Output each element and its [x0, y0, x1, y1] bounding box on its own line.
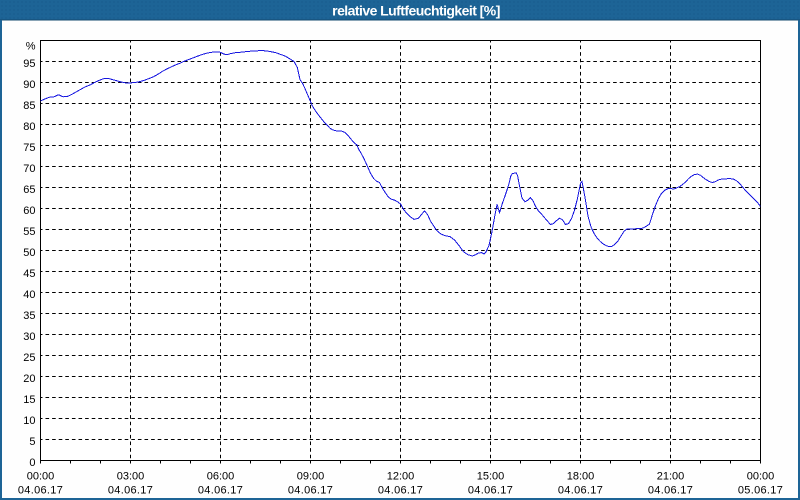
- svg-text:40: 40: [23, 289, 35, 301]
- svg-text:15: 15: [23, 394, 35, 406]
- svg-text:21:00: 21:00: [657, 470, 685, 482]
- svg-text:10: 10: [23, 415, 35, 427]
- svg-text:04.06.17: 04.06.17: [648, 484, 693, 496]
- svg-text:03:00: 03:00: [117, 470, 145, 482]
- svg-text:06:00: 06:00: [207, 470, 235, 482]
- svg-text:5: 5: [29, 436, 35, 448]
- svg-text:04.06.17: 04.06.17: [108, 484, 153, 496]
- svg-text:04.06.17: 04.06.17: [378, 484, 423, 496]
- svg-text:09:00: 09:00: [297, 470, 325, 482]
- svg-text:35: 35: [23, 310, 35, 322]
- svg-text:04.06.17: 04.06.17: [288, 484, 333, 496]
- svg-text:90: 90: [23, 79, 35, 91]
- svg-text:0: 0: [29, 457, 35, 469]
- svg-text:55: 55: [23, 226, 35, 238]
- svg-text:00:00: 00:00: [747, 470, 775, 482]
- svg-text:04.06.17: 04.06.17: [18, 484, 63, 496]
- svg-text:04.06.17: 04.06.17: [198, 484, 243, 496]
- svg-text:12:00: 12:00: [387, 470, 415, 482]
- svg-text:05.06.17: 05.06.17: [738, 484, 783, 496]
- svg-text:65: 65: [23, 184, 35, 196]
- svg-text:75: 75: [23, 142, 35, 154]
- svg-text:relative Luftfeuchtigkeit [%]: relative Luftfeuchtigkeit [%]: [332, 2, 500, 18]
- svg-text:20: 20: [23, 373, 35, 385]
- svg-text:18:00: 18:00: [567, 470, 595, 482]
- svg-text:45: 45: [23, 268, 35, 280]
- svg-text:30: 30: [23, 331, 35, 343]
- svg-text:04.06.17: 04.06.17: [468, 484, 513, 496]
- svg-text:70: 70: [23, 163, 35, 175]
- svg-text:50: 50: [23, 247, 35, 259]
- svg-text:04.06.17: 04.06.17: [558, 484, 603, 496]
- svg-text:85: 85: [23, 100, 35, 112]
- svg-text:15:00: 15:00: [477, 470, 505, 482]
- svg-text:95: 95: [23, 58, 35, 70]
- svg-text:00:00: 00:00: [27, 470, 55, 482]
- svg-text:80: 80: [23, 121, 35, 133]
- svg-text:25: 25: [23, 352, 35, 364]
- svg-text:60: 60: [23, 205, 35, 217]
- svg-text:%: %: [26, 40, 36, 52]
